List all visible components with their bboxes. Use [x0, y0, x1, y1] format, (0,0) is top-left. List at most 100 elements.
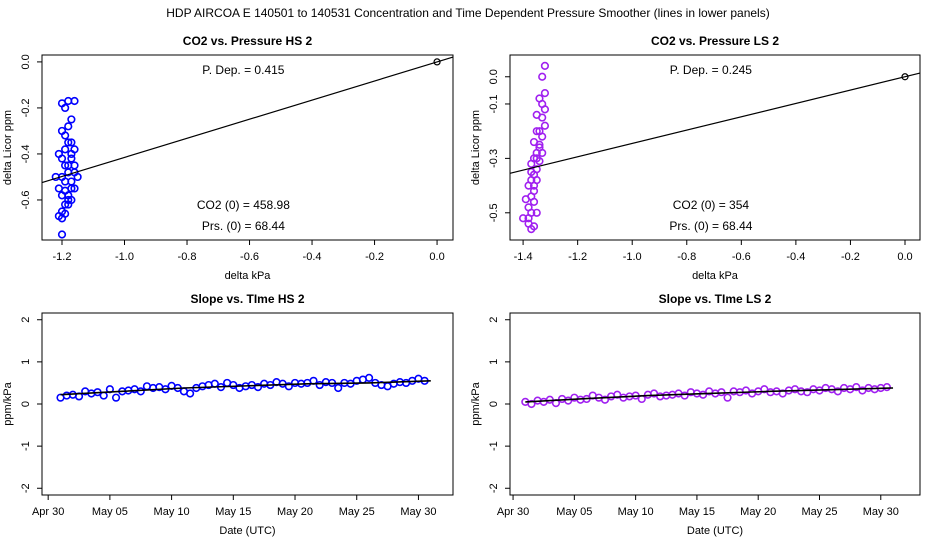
point [61, 200, 70, 209]
y-tick-label: -0.4 [20, 144, 32, 163]
annotation: P. Dep. = 0.415 [202, 63, 285, 77]
x-tick-label: May 20 [740, 506, 776, 518]
point [532, 110, 541, 119]
point [61, 131, 70, 140]
annotation: CO2 (0) = 354 [673, 198, 750, 212]
smooth-line [60, 380, 431, 396]
point [529, 197, 539, 207]
plot-box [509, 312, 921, 496]
y-tick-label: -0.5 [488, 203, 500, 222]
panel-title: Slope vs. TIme LS 2 [659, 292, 772, 306]
y-tick-label: -0.6 [20, 190, 32, 209]
reference-point [901, 73, 909, 81]
point [538, 72, 547, 81]
point [524, 219, 533, 228]
y-axis-label: delta Licor ppm [470, 110, 482, 185]
point [253, 383, 263, 392]
x-tick-label: May 05 [92, 506, 128, 518]
y-axis-label: ppm/kPa [470, 381, 482, 425]
point [540, 121, 550, 130]
point [70, 96, 79, 106]
x-tick-label: -1.2 [568, 251, 587, 263]
y-tick-label: 0.0 [488, 69, 500, 84]
annotation: Prs. (0) = 68.44 [669, 219, 752, 233]
point [518, 214, 528, 223]
point [67, 177, 76, 186]
point [698, 390, 708, 399]
point [527, 399, 536, 409]
point [334, 383, 343, 393]
x-tick-label: -0.8 [178, 251, 197, 263]
point [111, 393, 121, 402]
point [67, 149, 76, 159]
point [70, 184, 79, 193]
x-axis-label: Date (UTC) [219, 525, 275, 537]
point [527, 159, 536, 168]
point [524, 181, 533, 190]
y-axis-label: ppm/kPa [2, 381, 14, 425]
x-tick-label: Apr 30 [497, 506, 529, 518]
x-tick-label: -0.2 [365, 251, 384, 263]
y-tick-label: 0.0 [20, 54, 32, 69]
panel-title: Slope vs. TIme HS 2 [190, 292, 304, 306]
x-tick-label: May 05 [556, 506, 592, 518]
point [535, 94, 544, 103]
point [57, 214, 67, 223]
point [57, 230, 67, 239]
x-tick-label: May 10 [154, 506, 190, 518]
y-tick-label: 2 [488, 317, 500, 323]
x-tick-label: May 25 [801, 506, 837, 518]
x-tick-label: -0.6 [732, 251, 751, 263]
x-tick-label: 0.0 [429, 251, 444, 263]
x-tick-label: -1.0 [115, 251, 134, 263]
point [882, 383, 892, 392]
point [64, 122, 73, 131]
point [73, 172, 82, 182]
reference-point [433, 58, 441, 66]
plot-box [509, 54, 921, 241]
fit-line [41, 56, 454, 184]
y-tick-label: -1 [20, 441, 32, 451]
x-tick-label: -1.0 [623, 251, 642, 263]
x-tick-label: May 25 [339, 506, 375, 518]
point [315, 380, 324, 390]
point [532, 127, 541, 136]
panel-title: CO2 vs. Pressure LS 2 [651, 34, 779, 48]
x-tick-label: May 15 [679, 506, 715, 518]
annotation: P. Dep. = 0.245 [670, 63, 753, 77]
y-tick-label: 2 [20, 317, 32, 323]
point [532, 208, 541, 217]
y-tick-label: 1 [20, 359, 32, 365]
x-tick-label: -1.2 [53, 251, 72, 263]
point [540, 61, 550, 70]
x-tick-label: May 15 [215, 506, 251, 518]
point [833, 387, 842, 396]
y-tick-label: -0.3 [488, 149, 500, 168]
point [229, 380, 238, 390]
x-tick-label: -0.4 [786, 251, 805, 263]
y-tick-label: 0 [488, 401, 500, 407]
point [64, 168, 73, 177]
annotation: CO2 (0) = 458.98 [197, 198, 290, 212]
y-tick-label: 0 [20, 401, 32, 407]
point [61, 103, 70, 113]
fit-line [509, 72, 921, 174]
x-axis-label: delta kPa [692, 270, 739, 282]
plot-box [41, 312, 454, 496]
y-tick-label: 1 [488, 359, 500, 365]
figure-title: HDP AIRCOA E 140501 to 140531 Concentrat… [166, 6, 769, 20]
y-tick-label: -1 [488, 441, 500, 451]
point [364, 373, 374, 382]
point [70, 161, 79, 170]
y-tick-label: -0.1 [488, 94, 500, 113]
y-tick-label: -2 [20, 483, 32, 493]
point [538, 132, 547, 141]
point [57, 154, 67, 163]
x-tick-label: May 30 [863, 506, 899, 518]
point [67, 154, 76, 163]
annotation: Prs. (0) = 68.44 [202, 219, 285, 233]
point [64, 138, 73, 147]
y-tick-label: -0.2 [20, 98, 32, 117]
